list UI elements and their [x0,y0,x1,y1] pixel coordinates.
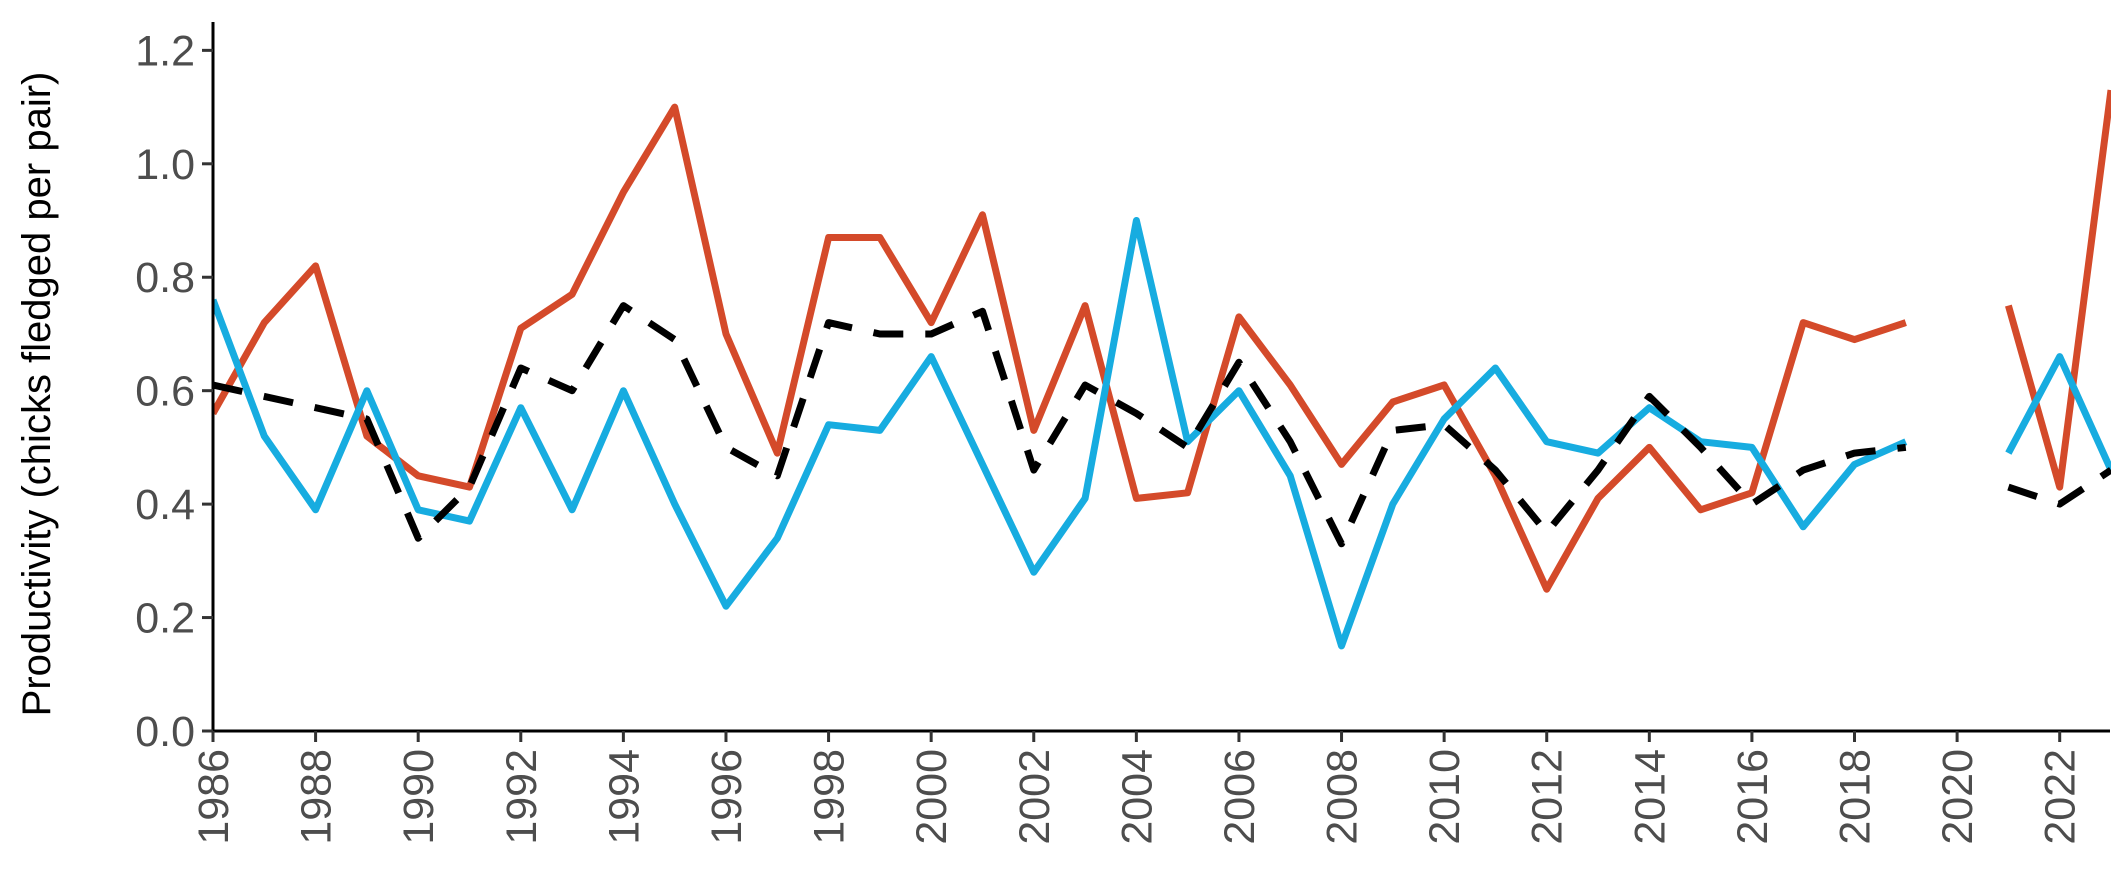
x-tick-label: 2020 [1934,749,1982,845]
x-tick-label: 2000 [908,749,956,845]
x-tick-label: 2010 [1421,749,1469,845]
y-tick-label: 0.6 [135,368,195,416]
plot-lines [213,89,2111,650]
series-1-line [213,103,1907,593]
series-3-line [2007,467,2111,508]
x-tick-label: 2006 [1216,749,1264,845]
x-tick-label: 1990 [395,749,443,845]
x-tick-label: 1996 [703,749,751,845]
x-tick-label: 2022 [2037,749,2085,845]
y-axis-title: Productivity (chicks fledged per pair) [15,72,59,717]
series-2-line [2005,353,2111,472]
y-tick-label: 1.0 [135,141,195,189]
y-tick-label: 0.8 [135,254,195,302]
series-1-line [2005,89,2111,491]
series-3-line [213,302,1907,548]
y-tick-label: 1.2 [135,27,195,75]
x-tick-label: 1986 [190,749,238,845]
x-tick-label: 1988 [293,749,341,845]
x-tick-label: 2014 [1626,749,1674,845]
x-ticks: 1986 1988 1990 1992 1994 1996 1998 2000 2002 2004… [190,731,2085,845]
y-tick-label: 0.2 [135,595,195,643]
axes [211,22,2110,733]
y-tick-label: 0.4 [135,481,195,529]
x-tick-label: 1994 [600,749,648,845]
x-tick-label: 2008 [1319,749,1367,845]
x-tick-label: 1998 [806,749,854,845]
x-tick-label: 2004 [1113,749,1161,845]
x-tick-label: 2002 [1011,749,1059,845]
x-tick-label: 1992 [498,749,546,845]
x-tick-label: 2016 [1729,749,1777,845]
y-tick-label: 0.0 [135,708,195,756]
y-ticks: 0.0 0.2 0.4 0.6 0.8 1.0 1.2 [135,27,213,756]
x-tick-label: 2012 [1524,749,1572,845]
x-tick-label: 2018 [1832,749,1880,845]
